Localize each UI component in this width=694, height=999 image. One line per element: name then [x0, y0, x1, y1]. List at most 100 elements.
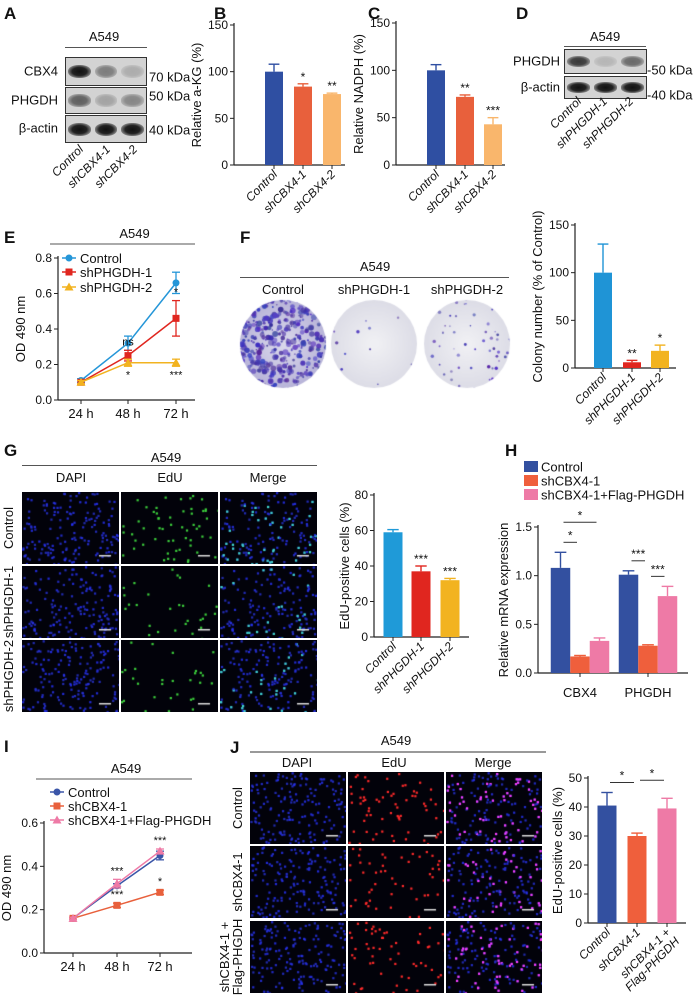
- significance-label: **: [627, 346, 637, 360]
- blot-band: [68, 64, 91, 79]
- significance-label: ***: [631, 547, 645, 561]
- marker-circle: [172, 279, 180, 287]
- micrograph-dapi-1: [250, 772, 346, 844]
- blot-band: [94, 64, 118, 79]
- blot-band: [567, 55, 590, 68]
- micrograph-edu-1: [121, 492, 218, 564]
- micrograph-row-label: shCBX4-1: [230, 852, 245, 911]
- y-tick-label: 0.4: [21, 859, 38, 873]
- significance-label: ***: [111, 889, 125, 901]
- significance-label: *: [658, 331, 663, 345]
- bar-1: [623, 362, 641, 368]
- y-tick-label: 40: [569, 800, 583, 814]
- micrograph-row-label: Control: [1, 507, 16, 549]
- blot-band: [68, 94, 91, 107]
- significance-label: *: [568, 528, 573, 542]
- bar-2: [440, 580, 460, 637]
- significance-label: ***: [443, 564, 457, 578]
- significance-label: ***: [414, 552, 428, 566]
- legend-label: shCBX4-1+Flag-PHGDH: [541, 488, 684, 503]
- y-tick-label: 50: [215, 111, 229, 125]
- legend-label: shCBX4-1: [541, 474, 600, 489]
- blot-a-header-line: [65, 47, 147, 48]
- y-tick-label: 150: [370, 16, 390, 30]
- blot-d-marker: -40 kDa: [647, 87, 693, 103]
- edu-j-column-label: Merge: [474, 755, 512, 770]
- colony-column-label: Control: [262, 282, 304, 297]
- micrograph-edu-1: [348, 772, 444, 844]
- micrograph-row-label: shPHGDH-2: [1, 640, 16, 712]
- legend-label: shPHGDH-1: [80, 265, 152, 280]
- legend-swatch: [524, 475, 538, 486]
- micrograph-row-label: shPHGDH-1: [1, 566, 16, 638]
- bar-0: [594, 272, 612, 368]
- micrograph-edu-3: [348, 921, 444, 993]
- micrograph-merge-2: [220, 566, 317, 638]
- bar-1: [627, 836, 647, 923]
- blot-band: [594, 82, 617, 93]
- significance-label: ***: [111, 865, 125, 877]
- marker-square: [53, 802, 61, 810]
- colony-dish-shphgdh-2: [423, 299, 511, 389]
- bar-control: [550, 567, 571, 673]
- y-tick-label: 0: [575, 916, 582, 930]
- legend-swatch: [524, 461, 538, 472]
- blot-d-header-line: [564, 46, 646, 47]
- colony-column-label: shPHGDH-1: [337, 282, 411, 297]
- x-tick-label: 48 h: [115, 406, 140, 421]
- micrograph-dapi-3: [250, 921, 346, 993]
- y-tick-label: 150: [208, 18, 228, 32]
- significance-label: **: [460, 81, 470, 95]
- colony-header-line: [240, 277, 509, 278]
- panel-letter-a: A: [4, 4, 17, 23]
- panel-letter-d: D: [516, 4, 529, 23]
- y-axis-label: OD 490 nm: [13, 296, 28, 362]
- bar-0: [427, 70, 445, 165]
- legend-label: shPHGDH-2: [80, 280, 152, 295]
- y-tick-label: 60: [355, 524, 369, 538]
- blot-a-beta-actin: [65, 115, 147, 143]
- y-axis-label: Relative a-KG (%): [189, 43, 204, 148]
- y-axis-label: Relative NADPH (%): [351, 34, 366, 154]
- blot-a-marker: 50 kDa: [149, 88, 191, 104]
- panel-letter-i: I: [4, 737, 9, 756]
- y-axis-label: Colony number (% of Control): [530, 211, 545, 383]
- blot-d-marker-text: 50 kDa: [651, 62, 693, 78]
- y-tick-label: 100: [370, 63, 390, 77]
- bar-shcbx4-1: [570, 656, 590, 673]
- edu-g-header-line: [22, 465, 317, 466]
- y-tick-label: 100: [549, 266, 569, 280]
- bar-shcbx4-1+flag-phgdh: [589, 640, 610, 673]
- panel-letter-f: F: [240, 228, 251, 247]
- edu-j-column-label: EdU: [381, 755, 407, 770]
- marker-circle: [124, 339, 132, 347]
- y-tick-label: 0.4: [35, 322, 52, 336]
- y-tick-label: 1.0: [515, 569, 532, 583]
- x-tick-label: 48 h: [104, 959, 129, 974]
- edu-g-cell-line: A549: [150, 450, 182, 465]
- colony-dish-control: [239, 299, 327, 389]
- blot-d-marker: -50 kDa: [647, 62, 693, 78]
- chart-header: A549: [111, 761, 141, 776]
- marker-triangle: [171, 358, 181, 367]
- y-tick-label: 100: [208, 65, 228, 79]
- marker-circle: [53, 788, 61, 796]
- marker-triangle: [52, 815, 62, 824]
- y-tick-label: 40: [355, 559, 369, 573]
- colony-column-label: shPHGDH-2: [430, 282, 504, 297]
- significance-label: *: [301, 70, 306, 84]
- significance-label: ns: [122, 336, 134, 348]
- bar-shcbx4-1: [638, 645, 658, 673]
- marker-triangle: [155, 846, 165, 855]
- bar-0: [383, 532, 403, 637]
- line-chart-i: 0.0 0.2 0.4 0.6 OD 490 nm 24 h 48 h 72 h Control…: [0, 761, 211, 974]
- significance-label: *: [578, 508, 583, 522]
- blot-a-row-label: CBX4: [24, 63, 58, 79]
- y-tick-label: 0.0: [21, 946, 38, 960]
- y-tick-label: 1.5: [515, 520, 532, 534]
- micrograph-dapi-1: [22, 492, 119, 564]
- micrograph-merge-1: [446, 772, 542, 844]
